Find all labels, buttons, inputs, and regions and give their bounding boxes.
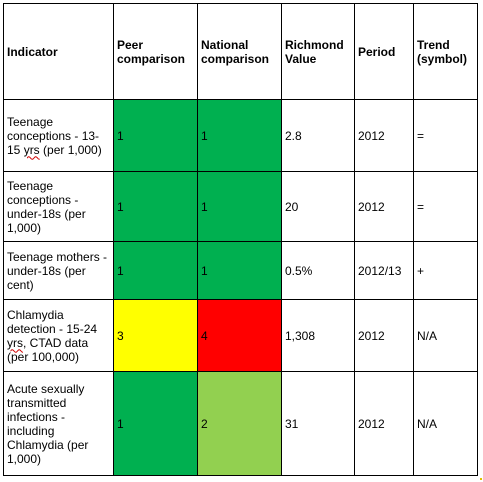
corner-marker bbox=[480, 478, 482, 480]
indicator-text: Teenage mothers - under-18s (per cent) bbox=[7, 249, 108, 292]
richmond-value-cell: 20 bbox=[281, 171, 355, 242]
indicator-text: , CTAD data (per 100,000) bbox=[7, 335, 89, 364]
national-comparison-cell: 2 bbox=[197, 371, 282, 476]
peer-comparison-cell: 3 bbox=[113, 299, 198, 372]
table-row: Teenage conceptions - under-18s (per 1,0… bbox=[3, 171, 478, 242]
period-cell: 2012/13 bbox=[354, 241, 414, 300]
richmond-value-cell: 0.5% bbox=[281, 241, 355, 300]
spellcheck-word: yrs bbox=[7, 335, 23, 350]
period-cell: 2012 bbox=[354, 299, 414, 372]
indicator-cell: Teenage conceptions - under-18s (per 1,0… bbox=[3, 171, 114, 242]
indicator-text: Chlamydia detection - 15-24 bbox=[7, 307, 98, 336]
peer-comparison-cell: 1 bbox=[113, 371, 198, 476]
period-cell: 2012 bbox=[354, 171, 414, 242]
header-peer-comparison: Peer comparison bbox=[113, 3, 198, 100]
period-cell: 2012 bbox=[354, 371, 414, 476]
indicator-text: Teenage conceptions - under-18s (per 1,0… bbox=[7, 178, 86, 235]
table-row: Acute sexually transmitted infections - … bbox=[3, 371, 478, 476]
national-comparison-cell: 1 bbox=[197, 171, 282, 242]
indicator-cell: Acute sexually transmitted infections - … bbox=[3, 371, 114, 476]
period-cell: 2012 bbox=[354, 99, 414, 172]
trend-cell: N/A bbox=[413, 299, 478, 372]
table-row: Teenage conceptions - 13-15 yrs (per 1,0… bbox=[3, 99, 478, 172]
trend-cell: N/A bbox=[413, 371, 478, 476]
indicator-cell: Teenage mothers - under-18s (per cent) bbox=[3, 241, 114, 300]
header-row: Indicator Peer comparison National compa… bbox=[3, 3, 478, 100]
richmond-value-cell: 2.8 bbox=[281, 99, 355, 172]
national-comparison-cell: 4 bbox=[197, 299, 282, 372]
table-row: Teenage mothers - under-18s (per cent) 1 1… bbox=[3, 241, 478, 300]
peer-comparison-cell: 1 bbox=[113, 99, 198, 172]
indicator-text: Teenage conceptions - 13-15 bbox=[7, 114, 100, 157]
richmond-value-cell: 1,308 bbox=[281, 299, 355, 372]
peer-comparison-cell: 1 bbox=[113, 241, 198, 300]
peer-comparison-cell: 1 bbox=[113, 171, 198, 242]
table-row: Chlamydia detection - 15-24 yrs, CTAD da… bbox=[3, 299, 478, 372]
trend-cell: + bbox=[413, 241, 478, 300]
richmond-value-cell: 31 bbox=[281, 371, 355, 476]
national-comparison-cell: 1 bbox=[197, 99, 282, 172]
trend-cell: = bbox=[413, 171, 478, 242]
indicator-text: Acute sexually transmitted infections - … bbox=[7, 381, 89, 466]
header-national-comparison: National comparison bbox=[197, 3, 282, 100]
indicator-table: Indicator Peer comparison National compa… bbox=[3, 3, 478, 476]
indicator-cell: Chlamydia detection - 15-24 yrs, CTAD da… bbox=[3, 299, 114, 372]
indicator-text: (per 1,000) bbox=[39, 142, 102, 157]
spellcheck-word: yrs bbox=[23, 142, 40, 157]
header-trend: Trend (symbol) bbox=[413, 3, 478, 100]
header-period: Period bbox=[354, 3, 414, 100]
national-comparison-cell: 1 bbox=[197, 241, 282, 300]
header-indicator: Indicator bbox=[3, 3, 114, 100]
indicator-cell: Teenage conceptions - 13-15 yrs (per 1,0… bbox=[3, 99, 114, 172]
header-richmond-value: Richmond Value bbox=[281, 3, 355, 100]
trend-cell: = bbox=[413, 99, 478, 172]
